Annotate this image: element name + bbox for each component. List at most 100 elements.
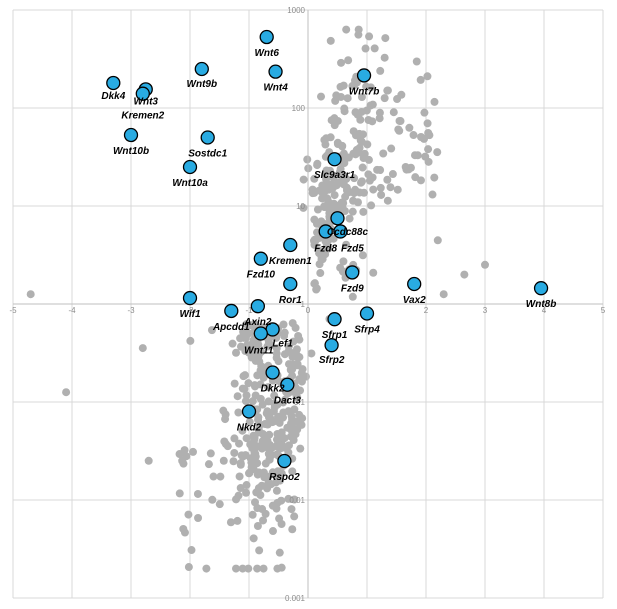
data-point	[364, 170, 373, 179]
data-point	[240, 371, 249, 380]
data-point	[234, 491, 243, 500]
gene-label-apcdd1: Apcdd1	[212, 322, 250, 333]
data-point	[350, 76, 359, 85]
data-point	[274, 376, 283, 385]
gene-label-kremen2: Kremen2	[121, 111, 164, 122]
data-point	[242, 488, 251, 497]
data-point	[238, 426, 247, 435]
data-point	[342, 25, 351, 34]
data-point	[338, 267, 347, 276]
data-point	[336, 170, 345, 179]
data-point	[339, 257, 348, 266]
data-point	[280, 328, 289, 337]
data-point	[380, 94, 389, 103]
data-point	[313, 205, 322, 214]
data-point	[439, 290, 448, 299]
y-tick-label: 0.001	[285, 594, 306, 603]
data-point	[186, 336, 195, 345]
data-point	[337, 202, 346, 211]
data-point	[250, 434, 259, 443]
data-point	[288, 420, 297, 429]
data-point	[242, 434, 251, 443]
data-point	[430, 173, 439, 182]
gene-label-dkk4: Dkk4	[101, 91, 125, 102]
x-tick-label: -4	[68, 306, 76, 315]
data-point	[377, 190, 386, 199]
data-point	[194, 513, 203, 522]
data-point	[180, 446, 189, 455]
data-point	[416, 75, 425, 84]
gene-point-kremen1	[283, 237, 298, 253]
data-point	[387, 144, 396, 153]
data-point	[251, 356, 260, 365]
data-point	[360, 149, 369, 158]
data-point	[350, 174, 359, 183]
data-point	[235, 439, 244, 448]
data-point	[279, 398, 288, 407]
data-point	[401, 162, 410, 171]
data-point	[284, 407, 293, 416]
data-point	[342, 240, 351, 249]
data-point	[364, 115, 373, 124]
gene-point-kremen2	[135, 86, 150, 101]
data-point	[369, 185, 378, 194]
data-point	[277, 520, 286, 529]
data-point	[268, 501, 277, 510]
gene-point-fzd9	[345, 265, 360, 280]
gene-labels: Wnt6 Wnt4 Wnt9b Dkk4 Wnt3 Kremen2 Wnt7b Wnt10b S…	[101, 48, 556, 483]
data-point	[238, 564, 247, 573]
gene-label-wnt4: Wnt4	[263, 83, 288, 94]
data-point	[393, 185, 402, 194]
data-point	[251, 320, 260, 329]
x-tick-label: 0	[306, 306, 311, 315]
y-tick-label: 10	[296, 202, 305, 211]
data-point	[269, 407, 278, 416]
data-point	[433, 148, 442, 157]
data-point	[272, 486, 281, 495]
data-point	[251, 382, 260, 391]
gene-label-sfrp2: Sfrp2	[319, 355, 345, 366]
gene-point-wnt11	[253, 326, 268, 341]
data-point	[290, 495, 299, 504]
data-point	[409, 131, 418, 140]
data-point	[339, 81, 348, 90]
data-point	[251, 457, 260, 466]
gene-point-fzd10	[253, 251, 268, 266]
data-point	[361, 44, 370, 53]
gene-point-sostdc1	[200, 130, 215, 145]
data-point	[188, 447, 197, 456]
data-point	[396, 117, 405, 126]
data-point	[423, 72, 432, 81]
data-point	[232, 564, 241, 573]
data-point	[423, 119, 432, 128]
gene-label-ccdc88c: Ccdc88c	[327, 227, 369, 238]
gene-point-wnt9b	[194, 61, 209, 77]
data-point	[389, 108, 398, 117]
data-point	[337, 58, 346, 67]
data-point	[332, 91, 341, 100]
data-point	[310, 215, 319, 224]
data-point	[251, 498, 260, 507]
data-point	[275, 548, 284, 557]
data-point	[277, 428, 286, 437]
data-point	[348, 292, 357, 301]
data-point	[288, 467, 297, 476]
data-point	[258, 444, 267, 453]
data-point	[383, 86, 392, 95]
gene-label-fzd9: Fzd9	[341, 283, 364, 294]
data-point	[296, 386, 305, 395]
data-point	[299, 175, 308, 184]
gene-point-wnt8b	[533, 281, 549, 296]
data-point	[326, 133, 335, 142]
gene-point-fzd5	[333, 224, 348, 239]
gene-label-rspo2: Rspo2	[269, 472, 300, 483]
data-point	[274, 357, 283, 366]
data-point	[424, 128, 433, 137]
data-point	[257, 481, 266, 490]
data-point	[359, 188, 368, 197]
gene-point-vax2	[407, 276, 422, 292]
data-point	[259, 468, 268, 477]
data-point	[343, 94, 352, 103]
background-points	[26, 25, 489, 573]
data-point	[175, 489, 184, 498]
